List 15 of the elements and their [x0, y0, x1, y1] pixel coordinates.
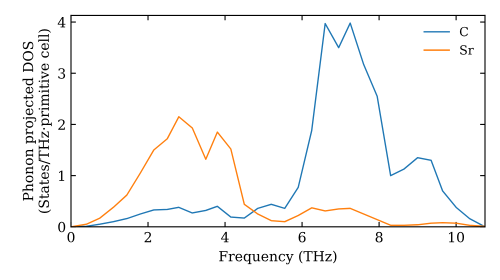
x-tick-label: 10 — [448, 232, 464, 242]
legend-label: Sr — [460, 45, 474, 55]
x-tick-label: 6 — [298, 232, 306, 242]
x-tick-label: 4 — [221, 232, 229, 242]
y-tick-label: 1 — [58, 170, 64, 181]
legend-label: C — [460, 26, 468, 36]
y-axis-title: Phonon projected DOS (States/THz·primitive cell) — [22, 29, 52, 213]
x-tick-label: 8 — [376, 232, 383, 242]
x-axis-title: Frequency (THz) — [219, 250, 336, 264]
x-tick-label: 0 — [67, 232, 74, 242]
x-tick-label: 2 — [144, 232, 152, 242]
y-tick-label: 2 — [58, 119, 65, 130]
y-tick-label: 3 — [58, 68, 66, 79]
y-tick-label: 0 — [58, 222, 66, 232]
y-tick-label: 4 — [58, 17, 66, 28]
